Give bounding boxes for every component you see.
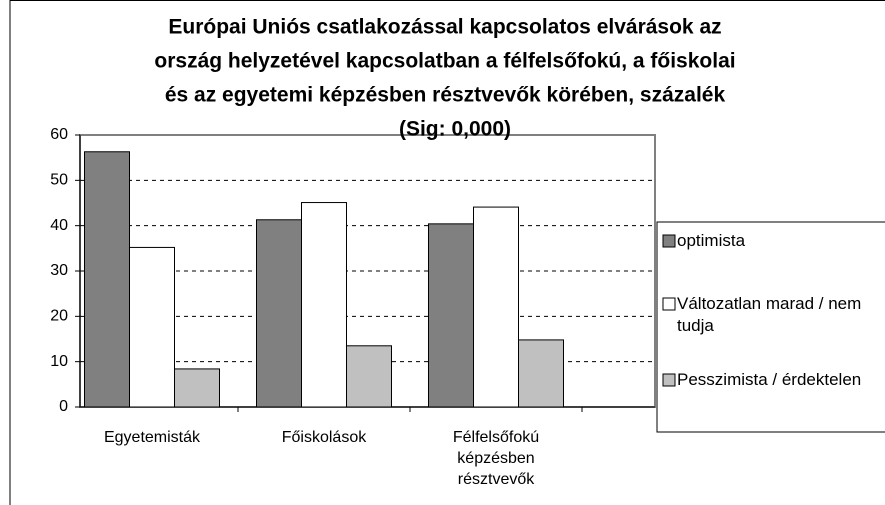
bar <box>129 246 175 408</box>
chart-title: (Sig: 0,000) <box>399 118 511 141</box>
y-tick-label: 10 <box>50 353 68 370</box>
y-tick-label: 40 <box>50 217 68 234</box>
chart-title: Európai Uniós csatlakozással kapcsolatos… <box>168 16 721 39</box>
chart-title: ország helyzetével kapcsolatban a félfel… <box>154 50 735 73</box>
bar <box>84 151 130 408</box>
bar <box>473 206 519 408</box>
bar <box>428 223 474 408</box>
legend-box <box>656 221 885 433</box>
chart-title: és az egyetemi képzésben résztvevők köré… <box>165 84 726 107</box>
legend-label: Pesszimista / érdektelen <box>677 370 862 389</box>
y-tick-label: 30 <box>50 262 68 279</box>
legend-label: optimista <box>677 231 746 250</box>
legend-swatch <box>662 297 676 311</box>
bar <box>256 219 302 408</box>
y-tick-label: 0 <box>59 398 68 415</box>
bar <box>301 202 347 408</box>
y-tick-label: 20 <box>50 308 68 325</box>
y-tick-label: 50 <box>50 172 68 189</box>
y-tick-label: 60 <box>50 126 68 143</box>
bar <box>346 345 392 408</box>
x-tick-label: Főiskolások <box>281 429 367 446</box>
x-tick-label: Félfelsőfokú képzésben résztvevők <box>452 429 540 488</box>
legend-swatch <box>662 373 676 387</box>
bar <box>174 368 220 408</box>
legend-swatch <box>662 234 676 248</box>
x-tick-label: Egyetemisták <box>103 429 201 446</box>
legend-label: Változatlan marad / nem tudja <box>677 294 862 335</box>
bar <box>518 339 564 408</box>
